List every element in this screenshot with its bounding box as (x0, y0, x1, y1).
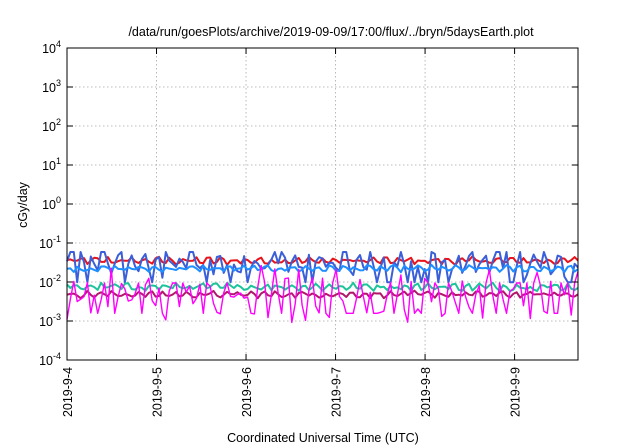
y-tick-label: 103 (42, 78, 61, 95)
y-tick-label: 102 (42, 117, 61, 134)
y-tick-label: 10-4 (39, 351, 61, 368)
series-line (66, 264, 579, 324)
y-tick-label: 100 (42, 195, 61, 212)
y-tick-label: 101 (42, 156, 61, 173)
series-line (66, 263, 579, 274)
series-line (66, 281, 579, 293)
y-axis-ticks: 10-4 10-3 10-2 10-1 100 101 102 103 104 (39, 39, 578, 368)
data-series (66, 251, 579, 324)
x-axis-ticks: 2019-9-4 2019-9-5 2019-9-6 2019-9-7 2019-9-8… (61, 48, 523, 417)
y-tick-label: 10-2 (39, 273, 61, 290)
chart-title: /data/run/goesPlots/archive/2019-09-09/1… (128, 25, 534, 39)
x-axis-label: Coordinated Universal Time (UTC) (227, 431, 419, 445)
series-line (66, 251, 579, 284)
y-tick-label: 10-1 (39, 234, 61, 251)
x-tick-label: 2019-9-8 (419, 367, 433, 417)
x-tick-label: 2019-9-9 (509, 367, 523, 417)
x-tick-label: 2019-9-4 (61, 367, 75, 417)
y-tick-label: 10-3 (39, 312, 61, 329)
y-tick-label: 104 (42, 39, 61, 56)
grid-lines (67, 48, 578, 360)
x-tick-label: 2019-9-5 (151, 367, 165, 417)
x-tick-label: 2019-9-7 (330, 367, 344, 417)
x-tick-label: 2019-9-6 (240, 367, 254, 417)
y-axis-label: cGy/day (16, 181, 30, 228)
